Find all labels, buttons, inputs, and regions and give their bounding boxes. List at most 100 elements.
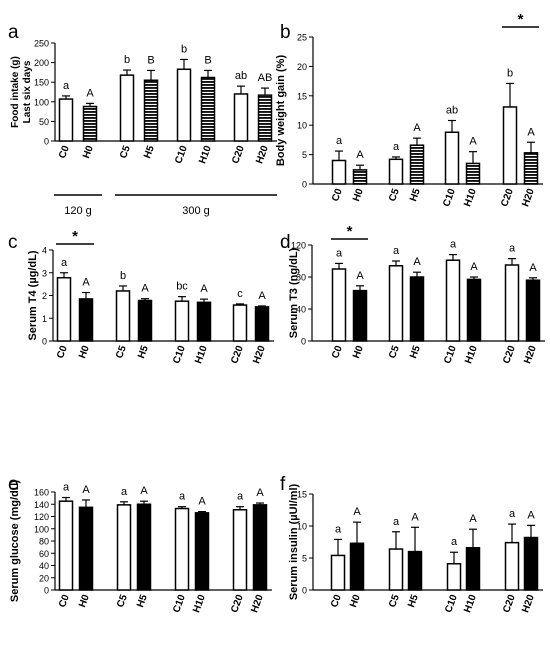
bar-c0 [331, 268, 347, 342]
x-tick-label: C0 [57, 144, 72, 160]
bar-h10 [194, 512, 210, 591]
y-tick-label: 40 [296, 305, 306, 315]
y-tick-label: 0 [44, 586, 49, 596]
bar-c5 [115, 290, 131, 342]
panel-label: b [280, 22, 291, 43]
significance-letter: A [82, 277, 90, 289]
x-tick-label: C0 [55, 344, 70, 360]
y-tick-label: 150 [34, 78, 49, 88]
significance-letter: A [256, 487, 264, 499]
bar-h5 [137, 299, 153, 342]
bar-h10 [196, 301, 212, 342]
y-tick-label: 140 [34, 500, 49, 510]
bar-c0 [56, 277, 72, 342]
significance-letter: A [470, 261, 478, 273]
bar-h5 [407, 550, 423, 591]
x-tick-label: C5 [387, 593, 402, 609]
bar-c20 [232, 509, 248, 591]
panel-label: d [280, 232, 291, 253]
x-tick-label: H0 [351, 187, 366, 203]
bar-c5 [388, 158, 404, 185]
x-tick-label: C5 [115, 593, 130, 609]
bar-h0 [352, 169, 368, 185]
bar-c10 [444, 131, 460, 185]
y-axis-label: Serum T3 (ng/dL) [288, 247, 300, 338]
significance-letter: a [509, 243, 516, 255]
y-tick-label: 0 [302, 586, 307, 596]
significance-letter: A [356, 270, 364, 282]
bar-c10 [176, 68, 192, 142]
significance-letter: a [336, 135, 343, 147]
bar-c20 [504, 541, 520, 591]
bar-c0 [58, 98, 74, 142]
y-tick-label: 0 [44, 137, 49, 147]
y-tick-label: 4 [42, 246, 47, 256]
y-tick-label: 100 [34, 97, 49, 107]
x-tick-label: C20 [501, 593, 518, 614]
x-tick-label: H5 [408, 187, 423, 203]
significance-letter: A [469, 136, 477, 148]
significance-letter: A [469, 513, 477, 525]
y-tick-label: 20 [39, 573, 49, 583]
x-tick-label: H0 [81, 144, 96, 160]
significance-letter: a [393, 516, 400, 528]
y-tick-label: 160 [34, 488, 49, 498]
significance-star: * [347, 223, 353, 240]
significance-letter: A [140, 485, 148, 497]
significance-letter: a [179, 491, 186, 503]
significance-letter: b [507, 67, 513, 79]
x-tick-label: H20 [251, 344, 268, 365]
bar-h10 [465, 162, 481, 185]
bar-c5 [388, 265, 404, 342]
bar-c20 [504, 264, 520, 342]
y-axis-label: Serum glucose (mg/dL) [9, 480, 21, 603]
significance-letter: a [451, 536, 458, 548]
bar-c10 [445, 259, 461, 342]
group-label: 120 g [64, 205, 92, 217]
x-tick-label: H10 [463, 344, 480, 365]
y-axis-label: Serum T4 (µg/dL) [27, 250, 39, 340]
significance-letter: b [120, 270, 126, 282]
x-tick-label: C10 [171, 344, 188, 365]
x-tick-label: C20 [229, 593, 246, 614]
bar-c5 [116, 504, 132, 591]
x-tick-label: C10 [441, 187, 458, 208]
significance-letter: A [258, 290, 266, 302]
bar-c20 [232, 304, 248, 342]
significance-letter: b [124, 54, 130, 66]
significance-letter: A [413, 122, 421, 134]
y-tick-label: 15 [297, 490, 307, 500]
x-tick-label: H5 [135, 593, 150, 609]
bar-c20 [502, 106, 518, 185]
bar-c5 [388, 548, 404, 591]
bar-c0 [331, 159, 347, 185]
x-tick-label: H10 [191, 593, 208, 614]
x-tick-label: H5 [406, 593, 421, 609]
significance-letter: bc [176, 281, 188, 293]
significance-letter: a [450, 239, 457, 251]
x-tick-label: C10 [171, 593, 188, 614]
bar-h10 [465, 547, 481, 591]
x-tick-label: C0 [329, 593, 344, 609]
bar-h20 [523, 152, 539, 185]
x-tick-label: H0 [351, 344, 366, 360]
y-tick-label: 15 [297, 91, 307, 101]
y-tick-label: 2 [42, 291, 47, 301]
bar-c20 [233, 93, 249, 142]
significance-letter: ab [235, 70, 247, 82]
y-axis-label: Serum insulin (µUI/ml) [288, 483, 300, 600]
bar-h20 [525, 279, 541, 342]
y-tick-label: 10 [297, 522, 307, 532]
significance-letter: a [393, 141, 400, 153]
y-axis-label: Food intake (g)Last six days [10, 56, 33, 128]
significance-letter: A [200, 283, 208, 295]
x-tick-label: H5 [142, 144, 157, 160]
x-tick-label: H10 [462, 187, 479, 208]
x-tick-label: C0 [330, 344, 345, 360]
significance-letter: A [413, 256, 421, 268]
y-tick-label: 5 [302, 150, 307, 160]
